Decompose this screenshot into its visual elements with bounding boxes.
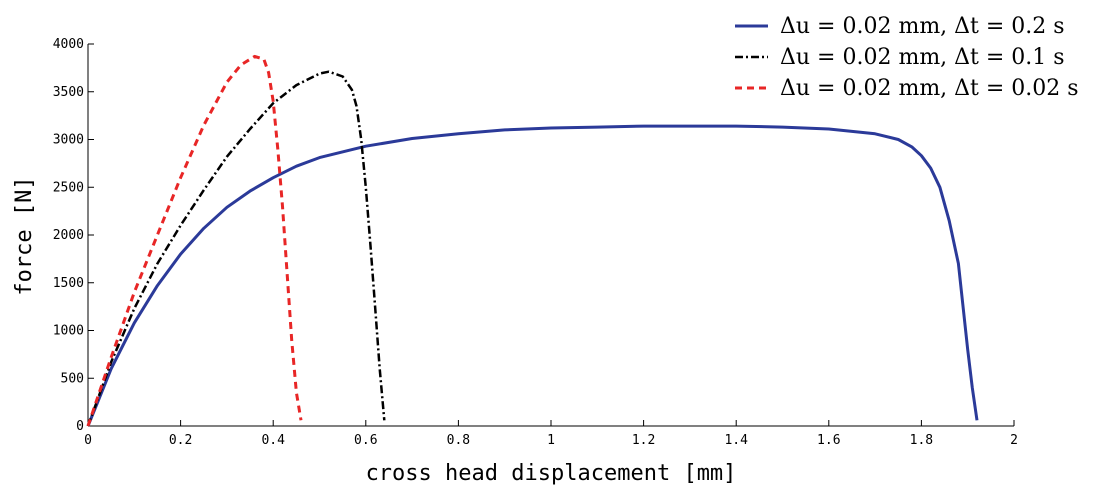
legend-label-1: Δu = 0.02 mm, Δt = 0.2 s <box>780 14 1065 39</box>
y-tick-label: 2500 <box>53 180 84 195</box>
x-tick-label: 0.4 <box>261 433 285 448</box>
x-tick-label: 2 <box>1010 433 1018 448</box>
x-tick-label: 1.8 <box>910 433 933 448</box>
x-tick-label: 1.2 <box>632 433 655 448</box>
x-tick-label: 0.6 <box>354 433 377 448</box>
series-line-3 <box>86 54 303 427</box>
x-tick-label: 0.8 <box>447 433 470 448</box>
x-tick-label: 1.4 <box>724 433 748 448</box>
x-tick-label: 1.6 <box>817 433 840 448</box>
series-layer <box>86 54 979 427</box>
y-tick-label: 0 <box>76 419 84 434</box>
y-tick-label: 2000 <box>53 228 84 243</box>
x-tick-label: 1 <box>547 433 555 448</box>
series-line-2 <box>86 70 386 427</box>
y-axis-title: force [N] <box>12 176 37 295</box>
x-tick-label: 0 <box>84 433 92 448</box>
y-tick-label: 1500 <box>53 276 84 291</box>
legend-label-3: Δu = 0.02 mm, Δt = 0.02 s <box>780 76 1079 101</box>
y-tick-label: 3500 <box>53 85 84 100</box>
legend: Δu = 0.02 mm, Δt = 0.2 s Δu = 0.02 mm, Δt… <box>735 14 1079 101</box>
x-axis-title: cross head displacement [mm] <box>366 461 737 486</box>
legend-label-2: Δu = 0.02 mm, Δt = 0.1 s <box>780 45 1065 70</box>
series-line-1 <box>86 124 979 427</box>
axes: 0 0.2 0.4 0.6 0.8 1 1.2 1.4 1.6 1.8 2 0 500 1000 1500 2… <box>53 37 1018 448</box>
y-tick-label: 4000 <box>53 37 84 52</box>
y-tick-label: 500 <box>61 371 84 386</box>
x-tick-label: 0.2 <box>169 433 192 448</box>
y-tick-label: 3000 <box>53 133 84 148</box>
y-tick-label: 1000 <box>53 324 84 339</box>
